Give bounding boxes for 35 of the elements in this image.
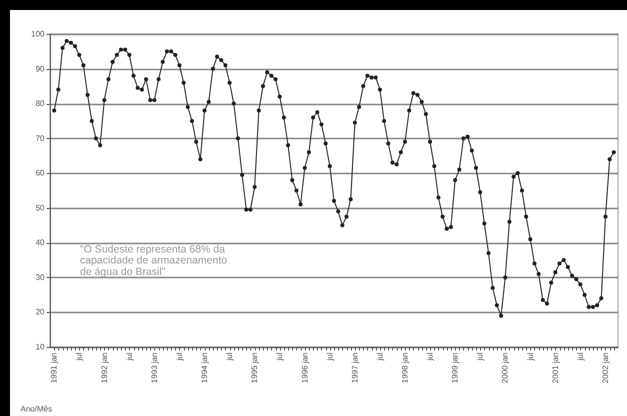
y-tick-label: 80: [36, 99, 46, 108]
x-tick-label: 1999 jan: [450, 352, 460, 384]
y-tick-label: 100: [31, 30, 46, 38]
annotation: "O Sudeste representa 68% da capacidade de armazenamento de água do Brasil": [80, 244, 228, 278]
x-tick-label: 1991 jan: [50, 352, 59, 384]
x-tick-label: jul: [426, 352, 435, 362]
y-tick-label: 70: [36, 134, 46, 143]
x-tick-label: 2001 jan: [550, 352, 560, 384]
x-tick-label: 2000 jan: [500, 352, 510, 384]
x-tick-label: jul: [576, 352, 585, 362]
x-tick-label: 1996 jan: [300, 352, 310, 384]
y-tick-label: 90: [36, 64, 46, 74]
x-tick-label: jul: [375, 352, 384, 362]
x-tick-label: jul: [526, 352, 535, 362]
x-tick-label: 1995 jan: [250, 352, 260, 384]
x-tick-label: jul: [174, 352, 184, 362]
x-tick-label: jul: [225, 352, 234, 362]
y-tick-label: 50: [36, 203, 46, 212]
x-tick-label: 1998 jan: [400, 352, 410, 384]
x-tick-label: 1993 jan: [150, 352, 159, 384]
y-tick-label: 20: [36, 308, 46, 317]
y-tick-label: 30: [36, 272, 46, 282]
x-tick-label: jul: [325, 352, 334, 362]
x-tick-label: jul: [74, 352, 84, 362]
y-tick-label: 40: [36, 238, 46, 248]
x-tick-label: 1992 jan: [100, 352, 109, 384]
x-tick-label: jul: [476, 352, 485, 362]
x-tick-label: jul: [275, 352, 284, 362]
y-tick-label: 10: [36, 342, 46, 352]
x-axis-title: Ano/Mês: [20, 404, 52, 414]
y-tick-label: 60: [36, 168, 46, 178]
x-tick-label: 2002 jan: [600, 352, 610, 384]
x-tick-label: 1997 jan: [350, 352, 360, 384]
x-tick-label: 1994 jan: [200, 352, 210, 384]
x-tick-label: jul: [124, 352, 134, 362]
